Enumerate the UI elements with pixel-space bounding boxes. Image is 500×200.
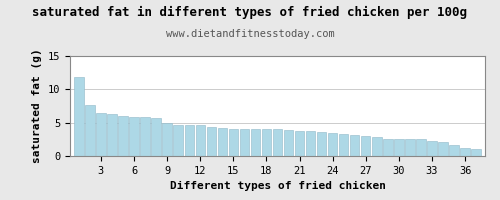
Bar	[306, 131, 316, 156]
Text: www.dietandfitnesstoday.com: www.dietandfitnesstoday.com	[166, 29, 334, 39]
Bar	[328, 133, 338, 156]
Bar	[350, 135, 360, 156]
Bar	[74, 77, 84, 156]
Bar	[295, 131, 304, 156]
Bar	[273, 129, 282, 156]
Bar	[228, 129, 238, 156]
Bar	[218, 128, 227, 156]
Bar	[450, 145, 459, 156]
Bar	[406, 139, 414, 156]
Bar	[184, 125, 194, 156]
Bar	[416, 139, 426, 156]
Bar	[383, 139, 392, 156]
Bar	[372, 137, 382, 156]
Bar	[240, 129, 249, 156]
Bar	[339, 134, 348, 156]
Bar	[118, 116, 128, 156]
Bar	[472, 149, 481, 156]
Bar	[284, 130, 293, 156]
Bar	[250, 129, 260, 156]
Bar	[162, 123, 172, 156]
Bar	[460, 148, 470, 156]
Bar	[196, 125, 205, 156]
Bar	[140, 117, 149, 156]
Bar	[108, 114, 116, 156]
Bar	[438, 142, 448, 156]
Text: saturated fat in different types of fried chicken per 100g: saturated fat in different types of frie…	[32, 6, 468, 19]
Bar	[206, 127, 216, 156]
Bar	[428, 141, 436, 156]
Bar	[262, 129, 271, 156]
Y-axis label: saturated fat (g): saturated fat (g)	[32, 49, 42, 163]
Bar	[130, 117, 138, 156]
Bar	[317, 132, 326, 156]
Bar	[361, 136, 370, 156]
Bar	[152, 118, 161, 156]
X-axis label: Different types of fried chicken: Different types of fried chicken	[170, 181, 386, 191]
Bar	[96, 113, 106, 156]
Bar	[174, 125, 183, 156]
Bar	[85, 105, 94, 156]
Bar	[394, 139, 404, 156]
